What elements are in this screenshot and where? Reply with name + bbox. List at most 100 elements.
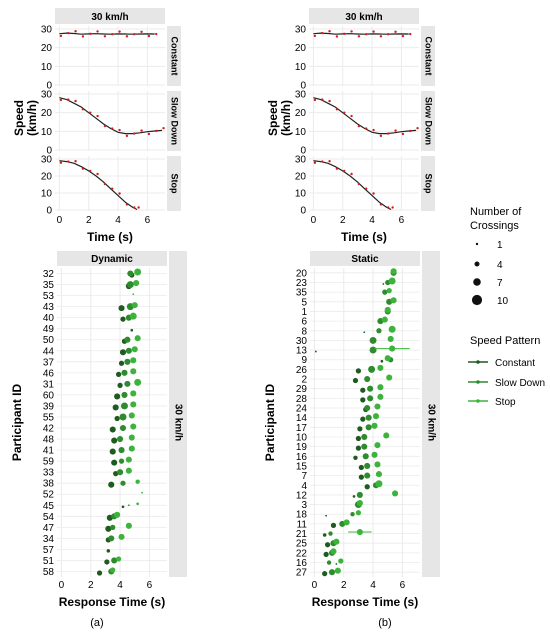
facet-label: Stop <box>424 174 434 194</box>
response-point <box>362 453 369 460</box>
y-tick-label: 10 <box>295 127 307 138</box>
response-point <box>109 448 116 455</box>
y-tick-label: 30 <box>41 155 53 166</box>
facet-label: 30 km/h <box>172 404 183 441</box>
panel-background <box>309 91 419 151</box>
response-point <box>322 533 327 537</box>
response-point <box>136 502 139 506</box>
response-point <box>115 556 122 562</box>
y-tick-label: 20 <box>41 108 53 119</box>
facet-label: Slow Down <box>170 97 180 145</box>
speed-point <box>343 169 346 173</box>
y-tick-label: 0 <box>46 81 52 92</box>
y-tick-label: 30 <box>295 25 307 36</box>
y-tick-label: 10 <box>41 62 53 73</box>
y-tick-label: 45 <box>43 501 55 512</box>
speed-point <box>343 32 346 36</box>
response-point <box>356 491 363 498</box>
response-point <box>113 471 119 477</box>
response-point <box>355 368 362 374</box>
speed-point <box>59 161 63 164</box>
y-tick-label: 48 <box>43 435 55 446</box>
response-point <box>386 374 393 381</box>
speed-point <box>111 187 114 190</box>
speed-point <box>81 167 85 170</box>
facet-title: 30 km/h <box>345 12 382 23</box>
response-point <box>356 500 363 507</box>
speed-point <box>335 108 339 111</box>
y-tick-label: 0 <box>46 206 52 217</box>
y-tick-label: 0 <box>300 206 306 217</box>
speed-point <box>59 98 63 102</box>
y-tick-label: 34 <box>43 534 55 545</box>
facet-strip <box>421 91 435 151</box>
y-tick-label: 46 <box>43 368 55 379</box>
y-tick-label: 2 <box>301 375 307 386</box>
response-point <box>124 380 131 387</box>
y-tick-label: 31 <box>43 379 55 390</box>
response-point <box>352 377 359 384</box>
y-tick-label: 32 <box>43 269 55 280</box>
speed-point <box>111 127 114 130</box>
response-point <box>335 563 338 565</box>
response-point <box>361 433 368 441</box>
y-tick-label: 30 <box>295 155 307 166</box>
x-tick-label: 0 <box>57 215 63 226</box>
response-point <box>118 533 125 540</box>
response-point <box>127 270 134 277</box>
speed-fit-line <box>313 160 392 211</box>
response-point <box>114 393 121 400</box>
x-tick-label: 2 <box>88 580 94 591</box>
x-tick-label: 6 <box>400 580 406 591</box>
speed-point <box>89 32 92 36</box>
response-point <box>364 484 370 490</box>
response-point <box>110 567 116 573</box>
response-point <box>118 447 125 454</box>
speed-point <box>103 124 107 128</box>
size-legend-label: 7 <box>497 278 503 289</box>
pattern-legend-label: Stop <box>495 397 516 408</box>
speed-point <box>81 108 85 111</box>
response-point <box>130 423 137 430</box>
x-tick-label: 6 <box>145 215 151 226</box>
y-tick-label: 12 <box>296 490 308 501</box>
y-tick-label: 21 <box>296 529 308 540</box>
speed-point <box>133 132 136 135</box>
speed-point <box>89 169 92 173</box>
y-tick-label: 59 <box>43 457 55 468</box>
response-point <box>134 378 142 386</box>
response-point <box>388 325 396 333</box>
speed-point <box>147 132 151 136</box>
response-point <box>355 435 362 442</box>
y-tick-label: 29 <box>296 384 308 395</box>
y-tick-label: 10 <box>295 189 307 200</box>
speed-point <box>89 111 92 114</box>
response-point <box>324 542 331 548</box>
panel-background <box>55 91 165 151</box>
y-tick-label: 55 <box>43 412 55 423</box>
y-tick-label: 11 <box>297 519 308 530</box>
speed-point <box>409 32 412 36</box>
response-point <box>127 504 130 507</box>
y-tick-label: 30 <box>41 25 53 36</box>
speed-point <box>372 30 375 33</box>
response-point <box>365 414 372 421</box>
speed-point <box>365 127 368 130</box>
speed-point <box>379 35 383 38</box>
y-tick-label: 6 <box>301 317 307 328</box>
y-tick-label: 27 <box>296 568 308 579</box>
speed-point <box>321 160 324 163</box>
y-tick-label: 17 <box>296 423 308 434</box>
response-point <box>130 328 134 332</box>
y-tick-label: 30 <box>296 336 308 347</box>
y-tick-label: 10 <box>295 62 307 73</box>
response-point <box>377 364 384 371</box>
speed-point <box>321 98 324 101</box>
response-point <box>96 570 103 576</box>
y-tick-label: 5 <box>301 297 307 308</box>
response-point <box>323 551 329 557</box>
response-point <box>367 395 374 402</box>
speed-point <box>365 33 368 36</box>
speed-point <box>350 30 353 33</box>
y-tick-label: 20 <box>295 172 307 183</box>
